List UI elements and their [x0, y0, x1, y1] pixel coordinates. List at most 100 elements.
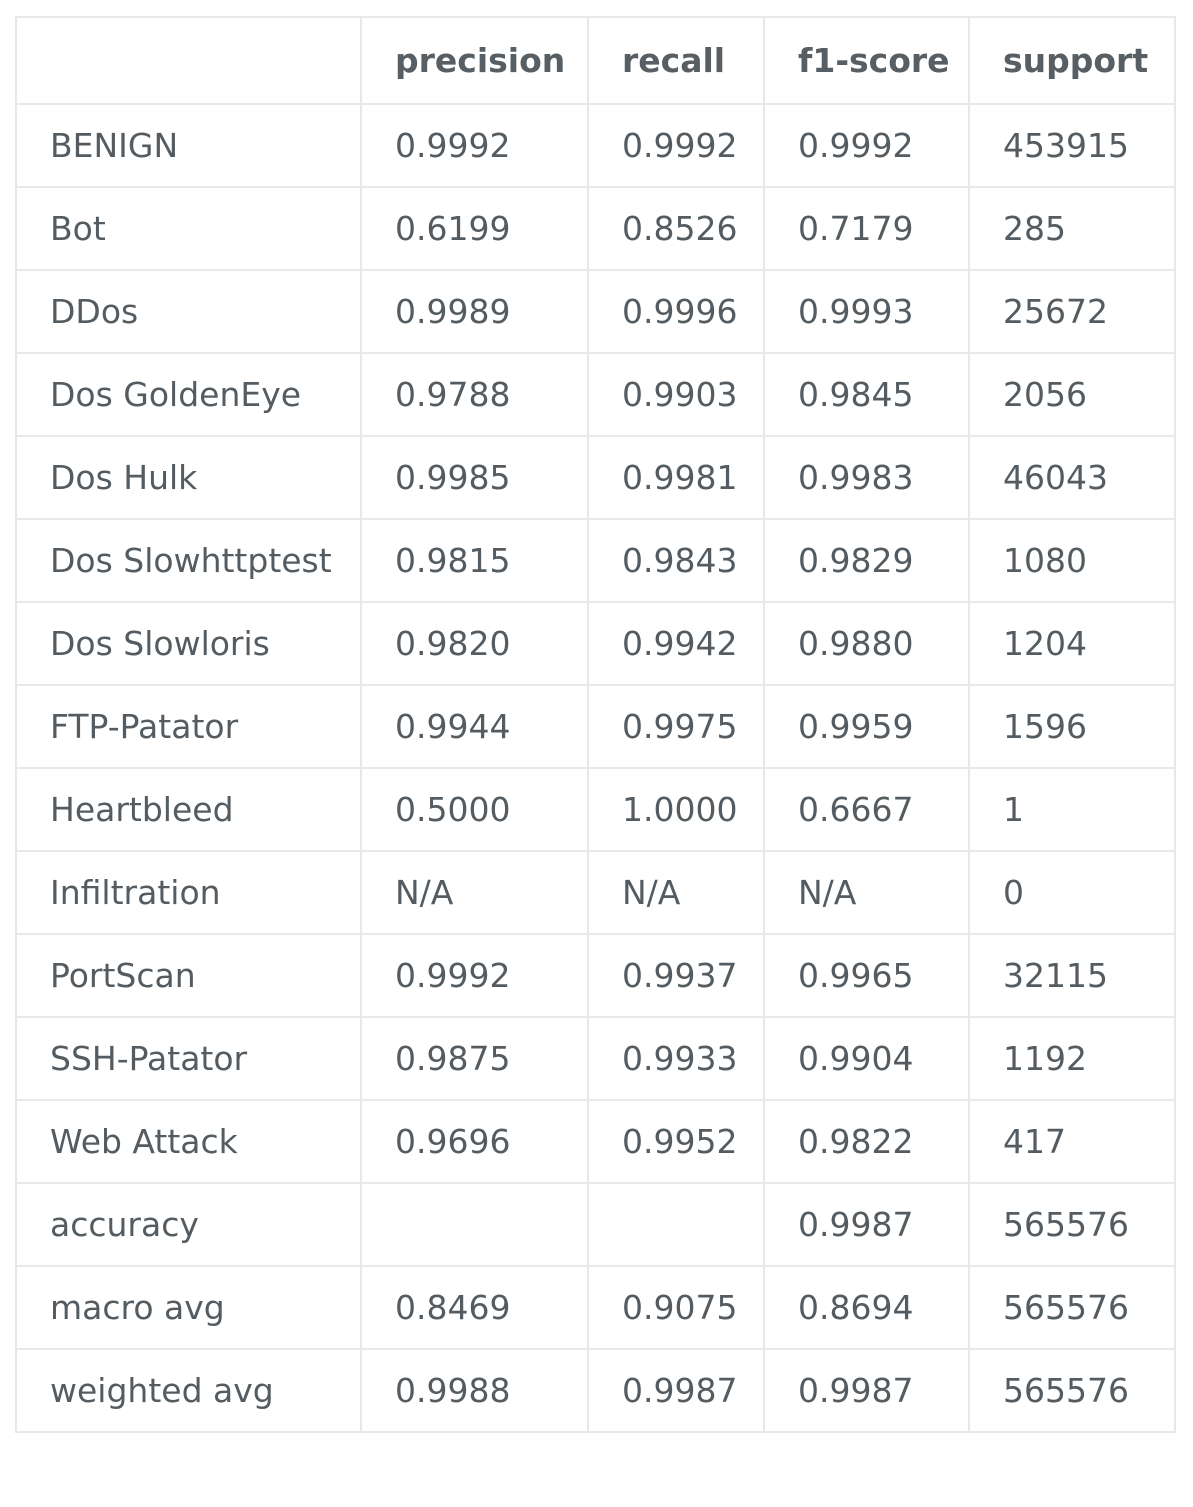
cell-support: 46043 — [968, 435, 1176, 520]
cell-precision: 0.9988 — [360, 1348, 589, 1433]
row-label: Dos Slowhttptest — [15, 518, 362, 603]
cell-recall: 0.9952 — [587, 1099, 765, 1184]
cell-f1-score: 0.9829 — [763, 518, 970, 603]
cell-recall — [587, 1182, 765, 1267]
cell-precision: N/A — [360, 850, 589, 935]
table-row: PortScan 0.9992 0.9937 0.9965 32115 — [15, 933, 1176, 1018]
cell-support: 1596 — [968, 684, 1176, 769]
cell-support: 565576 — [968, 1265, 1176, 1350]
cell-f1-score: 0.9904 — [763, 1016, 970, 1101]
cell-precision: 0.9788 — [360, 352, 589, 437]
cell-support: 2056 — [968, 352, 1176, 437]
cell-recall: 0.9975 — [587, 684, 765, 769]
cell-recall: 0.9843 — [587, 518, 765, 603]
header-precision: precision — [360, 16, 589, 105]
cell-precision: 0.9989 — [360, 269, 589, 354]
table-header: precision recall f1-score support — [15, 16, 1176, 105]
table-row: macro avg 0.8469 0.9075 0.8694 565576 — [15, 1265, 1176, 1350]
cell-precision: 0.9944 — [360, 684, 589, 769]
cell-f1-score: 0.6667 — [763, 767, 970, 852]
cell-recall: 0.9987 — [587, 1348, 765, 1433]
cell-support: 565576 — [968, 1348, 1176, 1433]
cell-f1-score: N/A — [763, 850, 970, 935]
cell-recall: 0.9992 — [587, 103, 765, 188]
cell-f1-score: 0.9992 — [763, 103, 970, 188]
row-label: Dos Slowloris — [15, 601, 362, 686]
row-label: weighted avg — [15, 1348, 362, 1433]
cell-recall: 0.9942 — [587, 601, 765, 686]
table-row: Dos GoldenEye 0.9788 0.9903 0.9845 2056 — [15, 352, 1176, 437]
cell-f1-score: 0.9880 — [763, 601, 970, 686]
row-label: SSH-Patator — [15, 1016, 362, 1101]
row-label: macro avg — [15, 1265, 362, 1350]
cell-precision — [360, 1182, 589, 1267]
cell-f1-score: 0.9845 — [763, 352, 970, 437]
cell-support: 1 — [968, 767, 1176, 852]
cell-recall: 0.9981 — [587, 435, 765, 520]
cell-precision: 0.9992 — [360, 933, 589, 1018]
cell-recall: 0.9996 — [587, 269, 765, 354]
row-label: Web Attack — [15, 1099, 362, 1184]
table-row: SSH-Patator 0.9875 0.9933 0.9904 1192 — [15, 1016, 1176, 1101]
cell-support: 1080 — [968, 518, 1176, 603]
row-label: DDos — [15, 269, 362, 354]
header-label-corner — [15, 16, 362, 105]
table-row: Dos Slowloris 0.9820 0.9942 0.9880 1204 — [15, 601, 1176, 686]
cell-support: 565576 — [968, 1182, 1176, 1267]
row-label: BENIGN — [15, 103, 362, 188]
header-support: support — [968, 16, 1176, 105]
cell-support: 1192 — [968, 1016, 1176, 1101]
cell-f1-score: 0.9993 — [763, 269, 970, 354]
cell-recall: 0.8526 — [587, 186, 765, 271]
header-recall: recall — [587, 16, 765, 105]
cell-f1-score: 0.9983 — [763, 435, 970, 520]
cell-f1-score: 0.8694 — [763, 1265, 970, 1350]
cell-f1-score: 0.9959 — [763, 684, 970, 769]
table-row: Dos Slowhttptest 0.9815 0.9843 0.9829 10… — [15, 518, 1176, 603]
cell-recall: 0.9075 — [587, 1265, 765, 1350]
cell-f1-score: 0.7179 — [763, 186, 970, 271]
cell-precision: 0.9985 — [360, 435, 589, 520]
table-row: Heartbleed 0.5000 1.0000 0.6667 1 — [15, 767, 1176, 852]
row-label: Heartbleed — [15, 767, 362, 852]
header-f1-score: f1-score — [763, 16, 970, 105]
cell-precision: 0.9696 — [360, 1099, 589, 1184]
table-row: Bot 0.6199 0.8526 0.7179 285 — [15, 186, 1176, 271]
cell-f1-score: 0.9987 — [763, 1182, 970, 1267]
row-label: Dos Hulk — [15, 435, 362, 520]
table-row: BENIGN 0.9992 0.9992 0.9992 453915 — [15, 103, 1176, 188]
table-row: Infiltration N/A N/A N/A 0 — [15, 850, 1176, 935]
header-row: precision recall f1-score support — [15, 16, 1176, 105]
cell-precision: 0.9820 — [360, 601, 589, 686]
cell-precision: 0.5000 — [360, 767, 589, 852]
cell-recall: 0.9937 — [587, 933, 765, 1018]
table-row: weighted avg 0.9988 0.9987 0.9987 565576 — [15, 1348, 1176, 1433]
cell-precision: 0.8469 — [360, 1265, 589, 1350]
cell-recall: 1.0000 — [587, 767, 765, 852]
cell-support: 453915 — [968, 103, 1176, 188]
row-label: PortScan — [15, 933, 362, 1018]
cell-f1-score: 0.9987 — [763, 1348, 970, 1433]
cell-support: 25672 — [968, 269, 1176, 354]
cell-precision: 0.9992 — [360, 103, 589, 188]
cell-support: 417 — [968, 1099, 1176, 1184]
cell-support: 0 — [968, 850, 1176, 935]
table-row: Dos Hulk 0.9985 0.9981 0.9983 46043 — [15, 435, 1176, 520]
table-row: FTP-Patator 0.9944 0.9975 0.9959 1596 — [15, 684, 1176, 769]
cell-support: 1204 — [968, 601, 1176, 686]
row-label: accuracy — [15, 1182, 362, 1267]
table-body: BENIGN 0.9992 0.9992 0.9992 453915 Bot 0… — [15, 103, 1176, 1433]
cell-recall: N/A — [587, 850, 765, 935]
cell-precision: 0.9875 — [360, 1016, 589, 1101]
cell-f1-score: 0.9822 — [763, 1099, 970, 1184]
table-row: accuracy 0.9987 565576 — [15, 1182, 1176, 1267]
cell-recall: 0.9933 — [587, 1016, 765, 1101]
table-row: Web Attack 0.9696 0.9952 0.9822 417 — [15, 1099, 1176, 1184]
row-label: Dos GoldenEye — [15, 352, 362, 437]
cell-support: 32115 — [968, 933, 1176, 1018]
row-label: Infiltration — [15, 850, 362, 935]
cell-recall: 0.9903 — [587, 352, 765, 437]
table-row: DDos 0.9989 0.9996 0.9993 25672 — [15, 269, 1176, 354]
row-label: Bot — [15, 186, 362, 271]
row-label: FTP-Patator — [15, 684, 362, 769]
